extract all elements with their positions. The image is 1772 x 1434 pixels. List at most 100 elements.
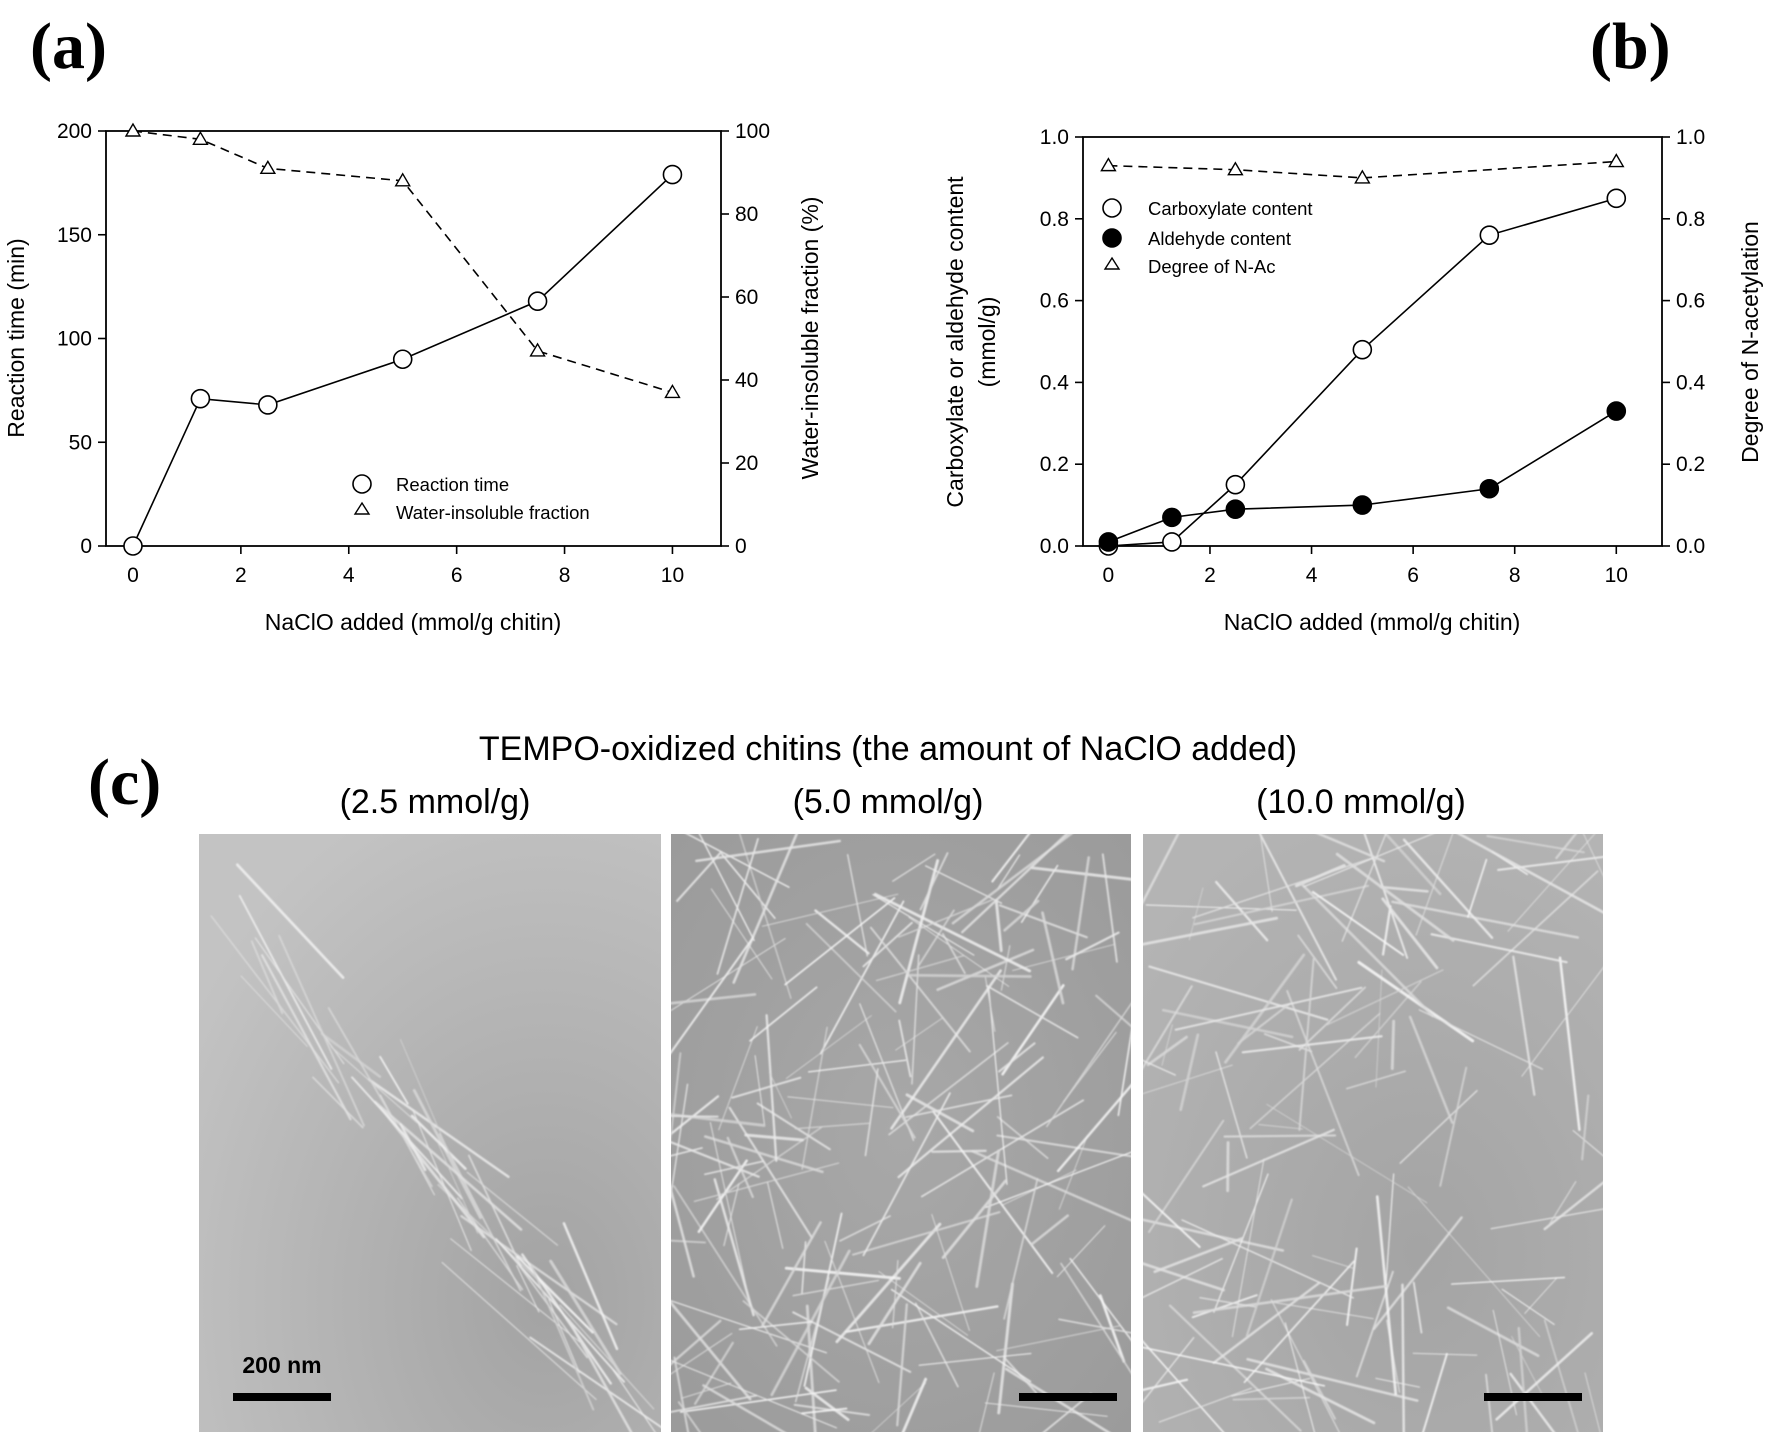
chart-b-ytick-left-label-0: 0.0 [1040,535,1069,558]
fibril [710,888,773,980]
fibril [1363,834,1409,959]
chart-a-series-0-point-0 [123,536,143,556]
chart-b-series-0-line [1108,197,1617,547]
fibril [379,1055,409,1105]
fibril [703,1135,824,1174]
fibril [1030,1214,1069,1246]
fibril [467,1154,522,1268]
fibril [716,838,759,975]
chart-b-series-1-point-3 [1352,495,1373,515]
fibril [1143,916,1279,946]
fibril [1286,990,1360,1177]
fibril [1418,1009,1544,1070]
fibril [761,893,899,927]
fibril [1181,1219,1355,1299]
panel-label-c: (c) [88,746,161,819]
panel-label-a: (a) [30,10,107,83]
fibril [559,1304,655,1410]
legend-marker-water-insoluble [353,501,371,515]
fibril [862,921,913,968]
fibril [1161,1008,1294,1039]
fibril [941,1179,1007,1259]
chart-a-series-1-point-2 [259,159,277,175]
fibril [671,1394,758,1413]
fibril [260,954,352,1121]
chart-b-ytick-left-label-4: 0.8 [1040,208,1069,231]
fibril [846,854,869,957]
chart-a-series-1-point-5 [664,384,681,399]
chart-b-xtick-label-4: 8 [1509,564,1521,587]
fibril [1192,1284,1390,1315]
fibril [1258,834,1338,981]
fibril [671,1185,695,1278]
fibril [1472,870,1599,987]
chart-a-xtick-label-0: 0 [127,564,139,587]
fibril [723,1183,740,1247]
fibril [1143,1192,1201,1248]
fibril [1263,1033,1313,1053]
fibril [878,1271,969,1336]
fibril [1143,1346,1326,1387]
fibril [1223,1134,1337,1138]
fibril [695,839,841,863]
fibril [1357,960,1475,1043]
fibril [1212,1281,1321,1364]
fibril [892,853,936,882]
fibril [1117,1029,1131,1117]
chart-b-frame [1082,136,1663,547]
fibril [1311,890,1405,956]
fibril [768,1071,792,1119]
fibril [438,1133,522,1292]
fibril [1143,1257,1223,1299]
fibril [1143,1064,1233,1095]
fibril [756,1102,831,1151]
fibril [412,1088,482,1220]
fibril [918,1352,1032,1366]
chart-a-ylabel-left: Reaction time (min) [3,238,29,437]
fibril [872,893,975,956]
fibril [549,1259,622,1375]
fibril [1266,1103,1428,1204]
fibril [961,834,1069,934]
scale-bar-1 [233,1393,331,1401]
chart-b-ylabel-left-line1: Carboxylate or aldehyde content [942,176,968,508]
fibril [671,936,755,1055]
fibril [1095,994,1131,1028]
fibril [1161,1024,1173,1066]
fibril [1071,856,1090,971]
chart-a-ylabel-right: Water-insoluble fraction (%) [797,197,823,480]
fibril [240,975,308,1047]
fibril [1390,1019,1396,1071]
fibril [890,1288,1032,1383]
fibril [1148,965,1329,1021]
micrograph-label-1: (2.5 mmol/g) [340,783,531,821]
fibril [931,1213,970,1331]
fibril [979,1372,995,1432]
chart-a-xlabel: NaClO added (mmol/g chitin) [265,609,562,635]
legend-label-n-ac: Degree of N-Ac [1148,256,1276,277]
fibril [1020,864,1059,923]
fibril [671,1147,703,1157]
fibril [998,1042,1036,1073]
fibril [250,940,284,1015]
fibril [1158,1387,1252,1423]
chart-b-series-1-line [1108,410,1617,543]
fibril [1558,956,1581,1132]
chart-a-series-1-point-4 [529,342,546,357]
fibril [562,1222,619,1351]
fibril [1148,1119,1225,1233]
fibril [1583,834,1603,877]
fibril [971,1150,1131,1222]
fibril [1241,1035,1383,1054]
fibril [210,915,340,1084]
fibril [784,1266,901,1280]
fibril [515,1260,588,1359]
chart-b-series-2-line [1108,160,1617,179]
chart-b-ylabel-left: Carboxylate or aldehyde content (mmol/g) [942,176,1000,508]
fibril [805,1304,817,1432]
fibril [1391,900,1580,939]
fibril [466,1171,559,1246]
fibril [671,1083,689,1200]
fibril [1232,1396,1311,1401]
fibril [1215,1051,1248,1159]
